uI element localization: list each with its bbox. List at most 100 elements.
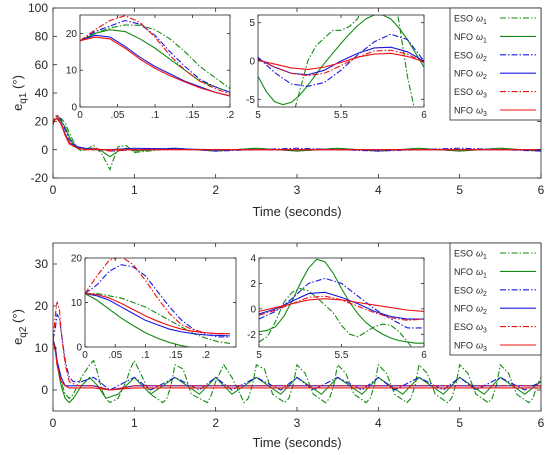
panel-top-ytick-label: 60 (35, 58, 49, 72)
panel-top-legend-method: ESO (454, 14, 473, 24)
panel-top-legend-label: NFO ω2 (454, 69, 487, 82)
panel-bottom-legend-method: ESO (454, 249, 473, 259)
panel-top-series-nfo_w3 (53, 117, 541, 151)
panel-top-xtick-label: 4 (375, 183, 382, 197)
panel-bottom-legend-method: ESO (454, 322, 473, 332)
panel-top-zoom-right-series-nfo_w3 (258, 52, 424, 70)
panel-bottom-legend-method: NFO (454, 341, 473, 351)
panel-top-zoom-right-xtick-label: 5 (255, 110, 261, 121)
panel-bottom-legend-label: ESO ω2 (454, 285, 487, 298)
panel-bottom-legend-entry: ESO ω2 (454, 285, 536, 298)
panel-top-zoom-left-background (80, 15, 230, 107)
panel-top-legend-entry: ESO ω2 (454, 50, 536, 63)
panel-top-inset-zoom-right: 5 5.5 6 -5 0 5 (246, 14, 427, 121)
panel-top-legend-subscript: 1 (483, 19, 487, 26)
panel-top-zoom-left-series-nfo_w2 (80, 34, 230, 97)
panel-top-legend-entry: ESO ω1 (454, 14, 536, 26)
panel-bottom-legend-label: ESO ω3 (454, 322, 487, 335)
panel-top-zoom-left-xtick-label: .15 (186, 110, 200, 121)
panel-bottom-legend-symbol: ω (476, 267, 483, 277)
panel-top-ytick-label: 0 (41, 143, 48, 157)
panel-bottom-ylabel-unit: (°) (10, 309, 25, 326)
panel-bottom-legend-label: NFO ω1 (454, 267, 487, 280)
panel-bottom-xtick-label: 1 (131, 416, 138, 430)
panel-bottom-ylabel-main: e (10, 338, 25, 345)
panel-bottom-zoom-left-xtick-label: 0 (82, 350, 88, 361)
panel-bottom-zoom-left-xtick-label: .05 (108, 350, 122, 361)
panel-top-ytick-label: 40 (35, 86, 49, 100)
panel-top-zoom-right-xtick-label: 6 (421, 110, 427, 121)
panel-top-legend-symbol: ω (476, 50, 483, 60)
panel-top-zoom-left-series-eso_w3 (80, 15, 230, 95)
panel-bottom-zoom-left-ytick-label: 10 (71, 298, 83, 309)
panel-top-inset-zoom-left: 0 .05 .1 .15 .2 0 10 20 (66, 14, 235, 121)
panel-top-legend-subscript: 3 (483, 93, 487, 100)
panel-top-legend-entry: NFO ω2 (454, 69, 536, 82)
panel-top-ytick-label: 100 (28, 1, 48, 15)
panel-top-ytick-label: 80 (35, 30, 49, 44)
panel-top-ylabel-main: e (10, 104, 25, 111)
panel-top-zoom-right-ytick-label: 5 (249, 18, 255, 29)
panel-top-legend-method: NFO (454, 32, 473, 42)
panel-top-ylabel-sub: q1 (18, 92, 29, 104)
panel-bottom-legend-method: NFO (454, 267, 473, 277)
panel-top-zoom-right-series-eso_w1 (294, 15, 415, 107)
panel-top-legend-symbol: ω (476, 87, 483, 97)
panel-top-zoom-left-xtick-label: .1 (151, 110, 160, 121)
panel-top-legend-method: ESO (454, 87, 473, 97)
panel-bottom-legend-symbol: ω (476, 341, 483, 351)
panel-bottom-zoom-right-series-eso_w2 (259, 277, 424, 329)
panel-top-zoom-left-series-nfo_w3 (80, 36, 230, 97)
panel-top-xtick-label: 2 (212, 183, 219, 197)
panel-top-legend-entry: ESO ω3 (454, 87, 536, 100)
panel-bottom-legend-label: NFO ω3 (454, 341, 487, 354)
panel-bottom-inset-zoom-left: 0 .05 .1 .15 .2 0 10 20 (71, 254, 237, 361)
panel-bottom-legend-subscript: 2 (483, 291, 487, 298)
panel-bottom-zoom-right-series-nfo_w1 (259, 258, 424, 344)
panel-top-zoom-right-ytick-label: -5 (246, 95, 255, 106)
panel-top-zoom-right-ytick-label: 0 (249, 57, 255, 68)
panel-bottom-zoom-left-series-nfo_w3 (85, 293, 230, 335)
panel-bottom-ytick-label: 0 (41, 383, 48, 397)
panel-top-legend-entry: NFO ω3 (454, 106, 536, 118)
panel-top-legend-subscript: 2 (483, 74, 487, 81)
panel-bottom-zoom-left-series-nfo_w1 (85, 293, 192, 347)
panel-bottom-xtick-label: 0 (50, 416, 57, 430)
panel-top-ytick-label: 20 (35, 115, 49, 129)
panel-bottom-legend-symbol: ω (476, 285, 483, 295)
panel-top-legend-label: NFO ω1 (454, 32, 487, 45)
panel-bottom-inset-zoom-right: 5 5.5 6 -2 0 2 4 (247, 254, 427, 362)
panel-bottom-legend-label: ESO ω1 (454, 249, 487, 262)
panel-top-legend-method: NFO (454, 106, 473, 116)
panel-bottom-legend-entry: ESO ω1 (454, 249, 536, 262)
panel-top-zoom-left-series-nfo_w1 (80, 29, 230, 93)
panel-top-xtick-label: 6 (538, 183, 545, 197)
panel-top-ytick-label: -20 (31, 171, 49, 185)
panel-top-ylabel: eq1 (°) (10, 75, 29, 111)
panel-top-legend-symbol: ω (476, 14, 483, 24)
panel-bottom-legend-subscript: 3 (483, 328, 487, 335)
panel-bottom-series-eso_w3 (53, 301, 541, 391)
panel-bottom-zoom-right-ytick-label: -2 (247, 330, 256, 341)
panel-top-zoom-left-xtick-label: 0 (77, 110, 83, 121)
panel-top-zoom-left-ytick-label: 0 (71, 103, 77, 114)
panel-top-zoom-left-xtick-label: .05 (111, 110, 125, 121)
panel-bottom-xtick-label: 5 (456, 416, 463, 430)
panel-bottom-xtick-label: 2 (212, 416, 219, 430)
panel-top-ylabel-unit: (°) (10, 75, 25, 92)
panel-bottom-legend-subscript: 2 (483, 309, 487, 316)
panel-bottom-zoom-left-series-eso_w2 (85, 264, 230, 338)
panel-top-xlabel: Time (seconds) (252, 204, 341, 219)
panel-top-xtick-label: 0 (50, 183, 57, 197)
panel-top-zoom-right-series-nfo_w1 (258, 15, 424, 106)
panel-top-legend-label: ESO ω2 (454, 50, 487, 63)
panel-bottom-zoom-right-ytick-label: 0 (250, 304, 256, 315)
panel-top-legend-subscript: 3 (483, 111, 487, 118)
panel-bottom-zoom-right-ytick-label: 2 (250, 279, 256, 290)
panel-top-zoom-left-ytick-label: 10 (66, 66, 78, 77)
panel-bottom-zoom-left-series-nfo_w2 (85, 293, 230, 337)
